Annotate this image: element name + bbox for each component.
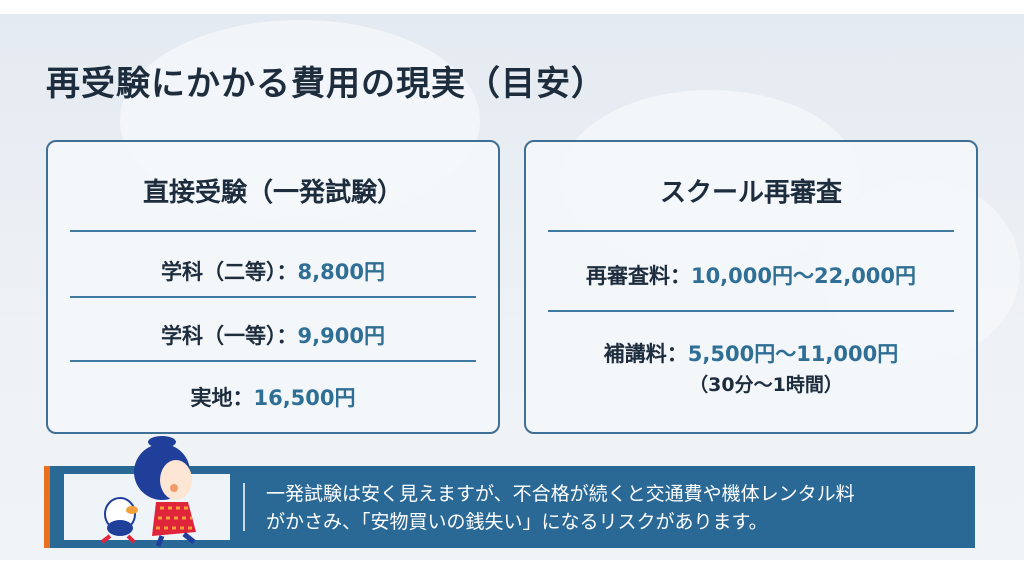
cost-row: 再審査料：10,000円〜22,000円 — [526, 260, 976, 290]
banner-line: がかさみ、「安物買いの銭失い」になるリスクがあります。 — [266, 511, 768, 533]
mascot-illustration-icon — [100, 436, 196, 547]
card-title: 直接受験（一発試験） — [142, 178, 403, 208]
cost-value: 5,500円〜11,000円 — [687, 342, 899, 366]
school-reexam-card: スクール再審査 再審査料：10,000円〜22,000円 補講料：5,500円〜… — [524, 140, 978, 434]
divider — [70, 230, 476, 232]
divider — [548, 310, 954, 312]
cost-value: 10,000円〜22,000円 — [690, 264, 917, 288]
cost-note: （30分〜1時間） — [689, 374, 843, 396]
cost-label: 学科（一等）： — [161, 324, 298, 348]
cost-row: 補講料：5,500円〜11,000円 — [526, 338, 976, 368]
cost-row: 学科（一等）：9,900円 — [48, 320, 498, 350]
divider — [548, 230, 954, 232]
cost-label: 実地： — [190, 386, 254, 410]
separator — [243, 483, 245, 531]
card-title: スクール再審査 — [659, 178, 842, 208]
divider — [70, 360, 476, 362]
top-strip — [0, 0, 1024, 14]
accent-bar — [44, 466, 50, 548]
cost-label: 補講料： — [603, 342, 688, 366]
cost-label: 学科（二等）： — [161, 260, 298, 284]
divider — [70, 296, 476, 298]
direct-exam-card: 直接受験（一発試験） 学科（二等）：8,800円 学科（一等）：9,900円 実… — [46, 140, 500, 434]
bottom-strip — [0, 560, 1024, 576]
banner-message: 一発試験は安く見えますが、不合格が続くと交通費や機体レンタル料 がかさみ、「安物… — [266, 480, 956, 536]
banner-line: 一発試験は安く見えますが、不合格が続くと交通費や機体レンタル料 — [266, 483, 855, 505]
cost-row: 学科（二等）：8,800円 — [48, 256, 498, 286]
cost-label: 再審査料： — [585, 264, 691, 288]
cost-value: 8,800円 — [297, 260, 385, 284]
page-title: 再受験にかかる費用の現実（目安） — [46, 64, 606, 104]
cost-value: 9,900円 — [297, 324, 385, 348]
cost-value: 16,500円 — [253, 386, 356, 410]
cost-row: 実地：16,500円 — [48, 382, 498, 412]
